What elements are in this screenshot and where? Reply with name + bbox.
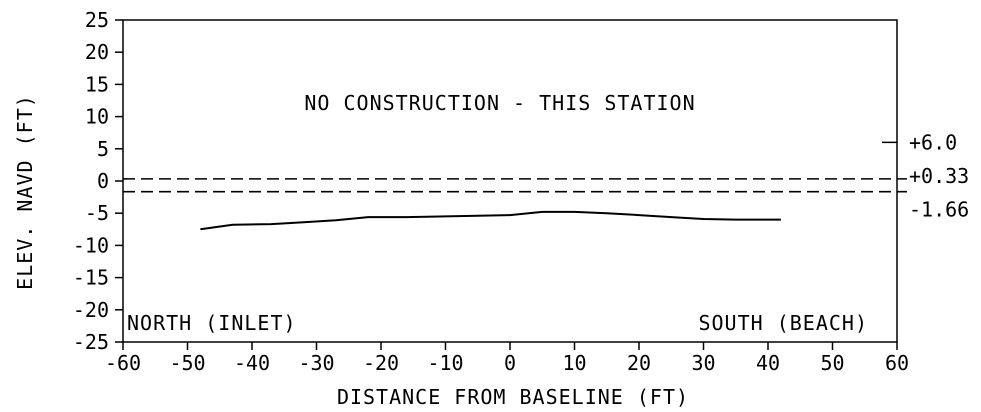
left-annotation: NORTH (INLET): [127, 311, 297, 335]
right-elevation-marks: +6.0: [882, 130, 957, 154]
y-tick-label: -10: [73, 233, 109, 257]
profile-line: [200, 210, 781, 231]
x-tick-label: 0: [504, 351, 516, 375]
x-tick-label: -40: [234, 351, 270, 375]
y-tick-label: 15: [85, 72, 109, 96]
y-axis: -25 -20 -15 -10 -5 0 5 10 15 20 25: [73, 8, 123, 354]
x-tick-label: -60: [105, 351, 141, 375]
y-tick-label: 20: [85, 40, 109, 64]
reference-line-label: -1.66: [909, 198, 969, 222]
x-tick-label: 30: [691, 351, 715, 375]
x-tick-label: -10: [427, 351, 463, 375]
x-tick-label: -30: [298, 351, 334, 375]
right-annotation: SOUTH (BEACH): [698, 311, 868, 335]
reference-line-label: +0.33: [909, 164, 969, 188]
x-tick-label: 50: [820, 351, 844, 375]
y-tick-label: 0: [97, 169, 109, 193]
x-tick-label: 60: [885, 351, 909, 375]
x-tick-label: -50: [169, 351, 205, 375]
x-tick-label: 20: [627, 351, 651, 375]
plot-frame: [122, 19, 898, 343]
y-axis-title: ELEV. NAVD (FT): [13, 94, 37, 290]
x-tick-label: 10: [562, 351, 586, 375]
y-tick-label: -25: [73, 330, 109, 354]
series-group: [200, 210, 781, 231]
y-tick-label: -15: [73, 266, 109, 290]
reference-lines: +0.33 -1.66: [123, 164, 969, 222]
x-tick-label: -20: [363, 351, 399, 375]
y-tick-label: -20: [73, 298, 109, 322]
center-annotation: NO CONSTRUCTION - THIS STATION: [304, 91, 695, 115]
y-tick-label: 5: [97, 137, 109, 161]
y-tick-label: 10: [85, 105, 109, 129]
x-axis-title: DISTANCE FROM BASELINE (FT): [337, 385, 689, 409]
y-tick-label: -5: [85, 201, 109, 225]
elevation-mark-label: +6.0: [909, 130, 957, 154]
x-axis: -60 -50 -40 -30 -20 -10 0 10 20 30 40 50 60: [105, 342, 909, 375]
y-tick-label: 25: [85, 8, 109, 32]
x-tick-label: 40: [756, 351, 780, 375]
